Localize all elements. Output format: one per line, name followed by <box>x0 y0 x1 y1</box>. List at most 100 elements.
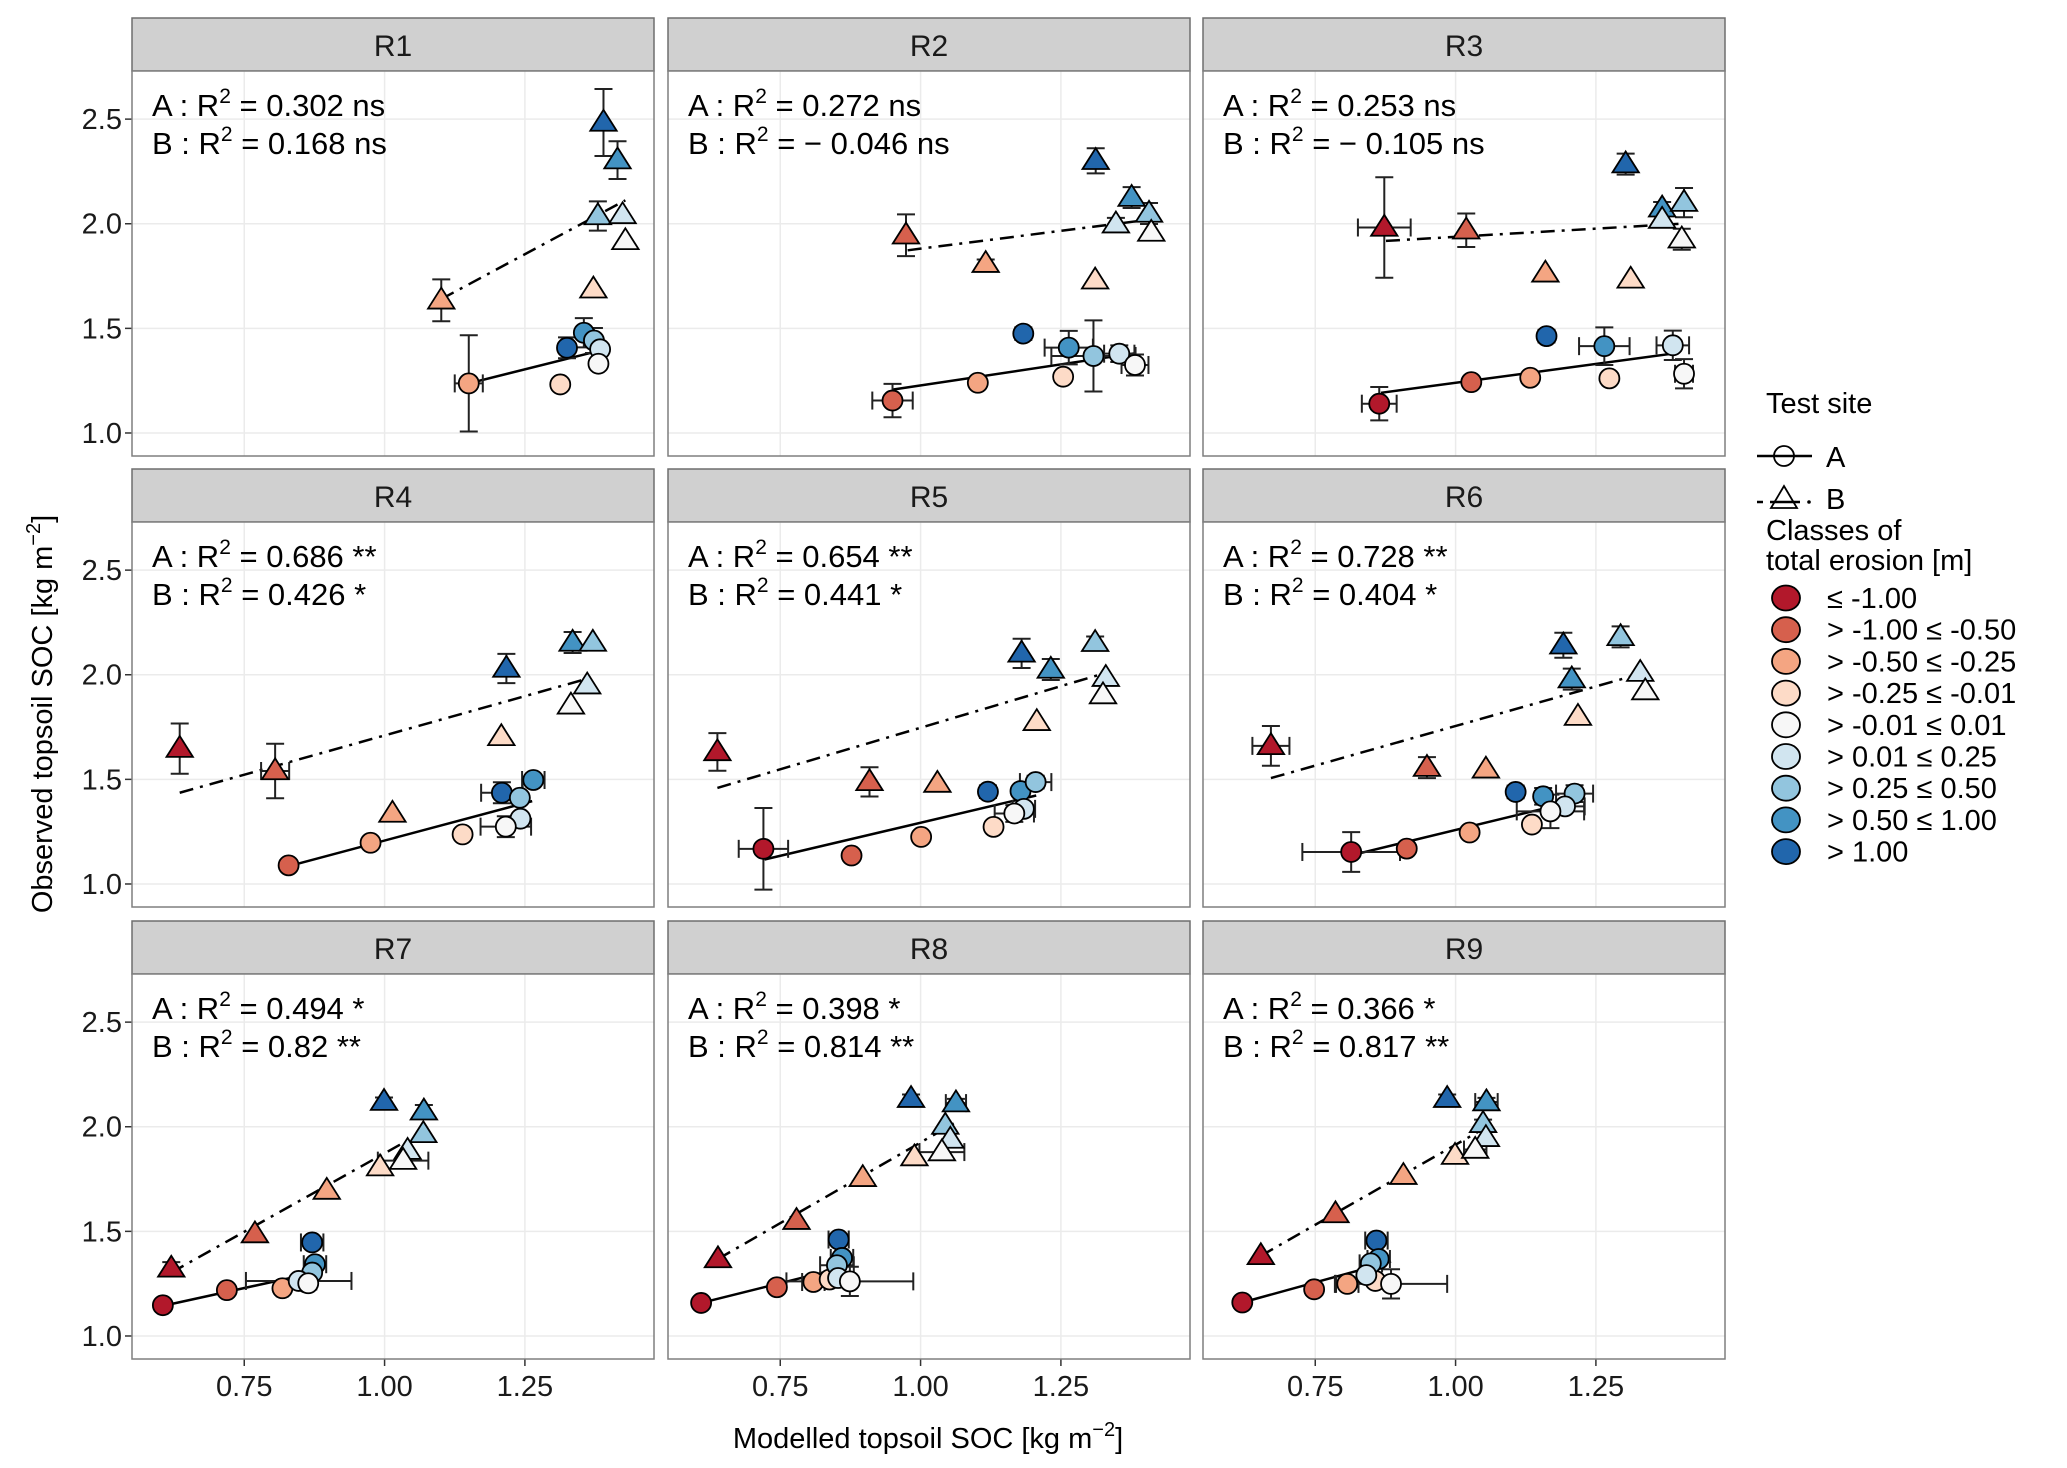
data-point-site-b <box>1388 1161 1419 1185</box>
data-point-site-b <box>1460 1135 1491 1159</box>
data-point-site-a <box>1539 800 1562 823</box>
data-point-site-b <box>1530 258 1561 283</box>
data-point-site-a <box>966 371 989 394</box>
data-point-site-a <box>1003 802 1026 825</box>
panel-border <box>1202 70 1726 457</box>
data-point-site-a <box>838 1270 861 1293</box>
legend-item-site-a: A <box>1757 442 1846 474</box>
data-point-site-a <box>556 336 578 359</box>
data-point-site-a <box>1355 1264 1378 1286</box>
legend-swatch <box>1771 806 1801 834</box>
data-point-site-b <box>588 108 619 132</box>
r2-annotation-a: A : R2 = 0.302 ns <box>152 85 385 123</box>
y-tick-label: 2.0 <box>82 1112 122 1144</box>
x-axis-title: Modelled topsoil SOC [kg m−2] <box>733 1419 1123 1455</box>
data-point-site-b <box>610 226 641 251</box>
y-tick-label: 1.5 <box>82 764 122 796</box>
facet-strip <box>667 17 1191 72</box>
data-point-site-a <box>1535 325 1558 348</box>
legend-item-erosion-class: > -0.50 ≤ -0.25 <box>1771 646 2016 678</box>
plot-background <box>132 522 654 907</box>
data-point-site-b <box>1451 215 1482 240</box>
panel-border <box>667 973 1191 1360</box>
facet-strip-label: R6 <box>1445 481 1483 514</box>
data-point-site-b <box>1021 707 1052 731</box>
legend-label: > -0.25 ≤ -0.01 <box>1827 678 2016 710</box>
data-point-site-b <box>607 200 638 225</box>
y-tick-label: 1.5 <box>82 1216 122 1248</box>
data-point-site-b <box>1134 199 1164 223</box>
data-point-site-a <box>1380 1272 1402 1295</box>
panel-r1: R1 1.0 1.5 2.0 2.5 A : R2 = 0.302 nsB : R2 = … <box>82 17 655 457</box>
panel-border <box>667 70 1191 457</box>
data-point-site-b <box>1669 188 1699 212</box>
panel-r6: R6 A : R2 = 0.728 **B : R2 = 0.404 * <box>1202 468 1726 908</box>
data-point-site-a <box>1460 371 1483 394</box>
panel-r9: R9 0.75 1.00 1.25 A : R2 = 0.366 *B : R2 = 0… <box>1202 920 1726 1403</box>
y-tick-label: 1.0 <box>82 1321 122 1353</box>
x-tick-label: 0.75 <box>216 1371 272 1403</box>
legend-key-circle <box>1773 445 1795 467</box>
data-point-site-a <box>490 781 513 804</box>
legend-item-erosion-class: > 0.50 ≤ 1.00 <box>1771 805 1997 837</box>
panel-r8: R8 0.75 1.00 1.25 A : R2 = 0.398 *B : R2 = 0… <box>667 920 1191 1403</box>
x-tick-label: 1.00 <box>892 1371 948 1403</box>
r2-annotation-b: B : R2 = 0.404 * <box>1223 574 1437 612</box>
r2-annotation-a: A : R2 = 0.366 * <box>1223 988 1435 1026</box>
data-point-site-b <box>1101 209 1131 234</box>
data-point-site-a <box>1458 821 1481 844</box>
panel-border <box>1202 521 1726 908</box>
data-point-site-b <box>557 628 588 652</box>
data-point-site-a <box>549 373 572 396</box>
regression-line-b <box>717 673 1099 790</box>
data-point-site-b <box>1088 680 1118 705</box>
x-tick-label: 1.00 <box>356 1371 412 1403</box>
data-point-site-a <box>215 1279 238 1302</box>
facet-strip <box>667 468 1191 523</box>
legend-title-erosion-classes: Classes of <box>1766 515 1902 547</box>
r2-annotation-a: A : R2 = 0.654 ** <box>688 536 913 574</box>
data-point-site-b <box>388 1146 418 1170</box>
panel-r3: R3 A : R2 = 0.253 nsB : R2 = − 0.105 ns <box>1202 17 1726 457</box>
panel-r7: R7 1.0 1.5 2.0 2.5 0.75 1.00 1.25 A : R2 = 0.494… <box>82 920 655 1403</box>
facet-strip-label: R8 <box>910 933 948 966</box>
data-point-site-a <box>297 1272 320 1295</box>
panels: R11.01.52.02.5 A : R2 = 0.302 nsB : R2 = … <box>82 17 1726 1403</box>
data-point-site-a <box>1057 336 1080 359</box>
legend-label: B <box>1826 484 1845 516</box>
data-point-site-b <box>891 220 921 245</box>
data-point-site-b <box>1563 702 1593 726</box>
data-point-site-a <box>1395 837 1418 860</box>
data-point-site-a <box>1598 367 1621 390</box>
r2-annotation-b: B : R2 = 0.168 ns <box>152 123 387 161</box>
data-point-site-b <box>1666 224 1697 249</box>
data-point-site-b <box>577 628 608 652</box>
regression-line-b <box>717 1121 957 1261</box>
r2-annotation-b: B : R2 = 0.441 * <box>688 574 902 612</box>
data-point-site-b <box>1245 1241 1276 1265</box>
regression-line-a <box>288 799 533 868</box>
data-point-site-b <box>847 1163 878 1187</box>
y-tick-label: 2.5 <box>82 555 122 587</box>
data-point-site-b <box>602 145 633 170</box>
r2-annotation-b: B : R2 = 0.817 ** <box>1223 1026 1449 1064</box>
data-point-site-a <box>827 1228 850 1251</box>
data-point-site-b <box>781 1206 812 1230</box>
regression-line-a <box>764 794 1037 861</box>
r2-annotation-a: A : R2 = 0.398 * <box>688 988 900 1026</box>
data-point-site-a <box>910 826 933 848</box>
x-tick-label: 1.25 <box>1033 1371 1089 1403</box>
regression-line-a <box>468 349 599 385</box>
facet-strip-label: R5 <box>910 481 948 514</box>
data-point-site-a <box>1124 354 1146 376</box>
r2-annotation-b: B : R2 = 0.82 ** <box>152 1026 361 1064</box>
data-point-site-a <box>840 844 863 867</box>
data-point-site-a <box>522 769 545 791</box>
legend-label: > -0.01 ≤ 0.01 <box>1827 710 2007 742</box>
y-tick-label: 1.5 <box>82 313 122 345</box>
legend-key-dot <box>1807 500 1811 504</box>
panel-border <box>667 521 1191 908</box>
data-point-site-b <box>1136 218 1167 242</box>
data-point-site-b <box>1471 1087 1502 1112</box>
legend-label: A <box>1826 442 1846 474</box>
